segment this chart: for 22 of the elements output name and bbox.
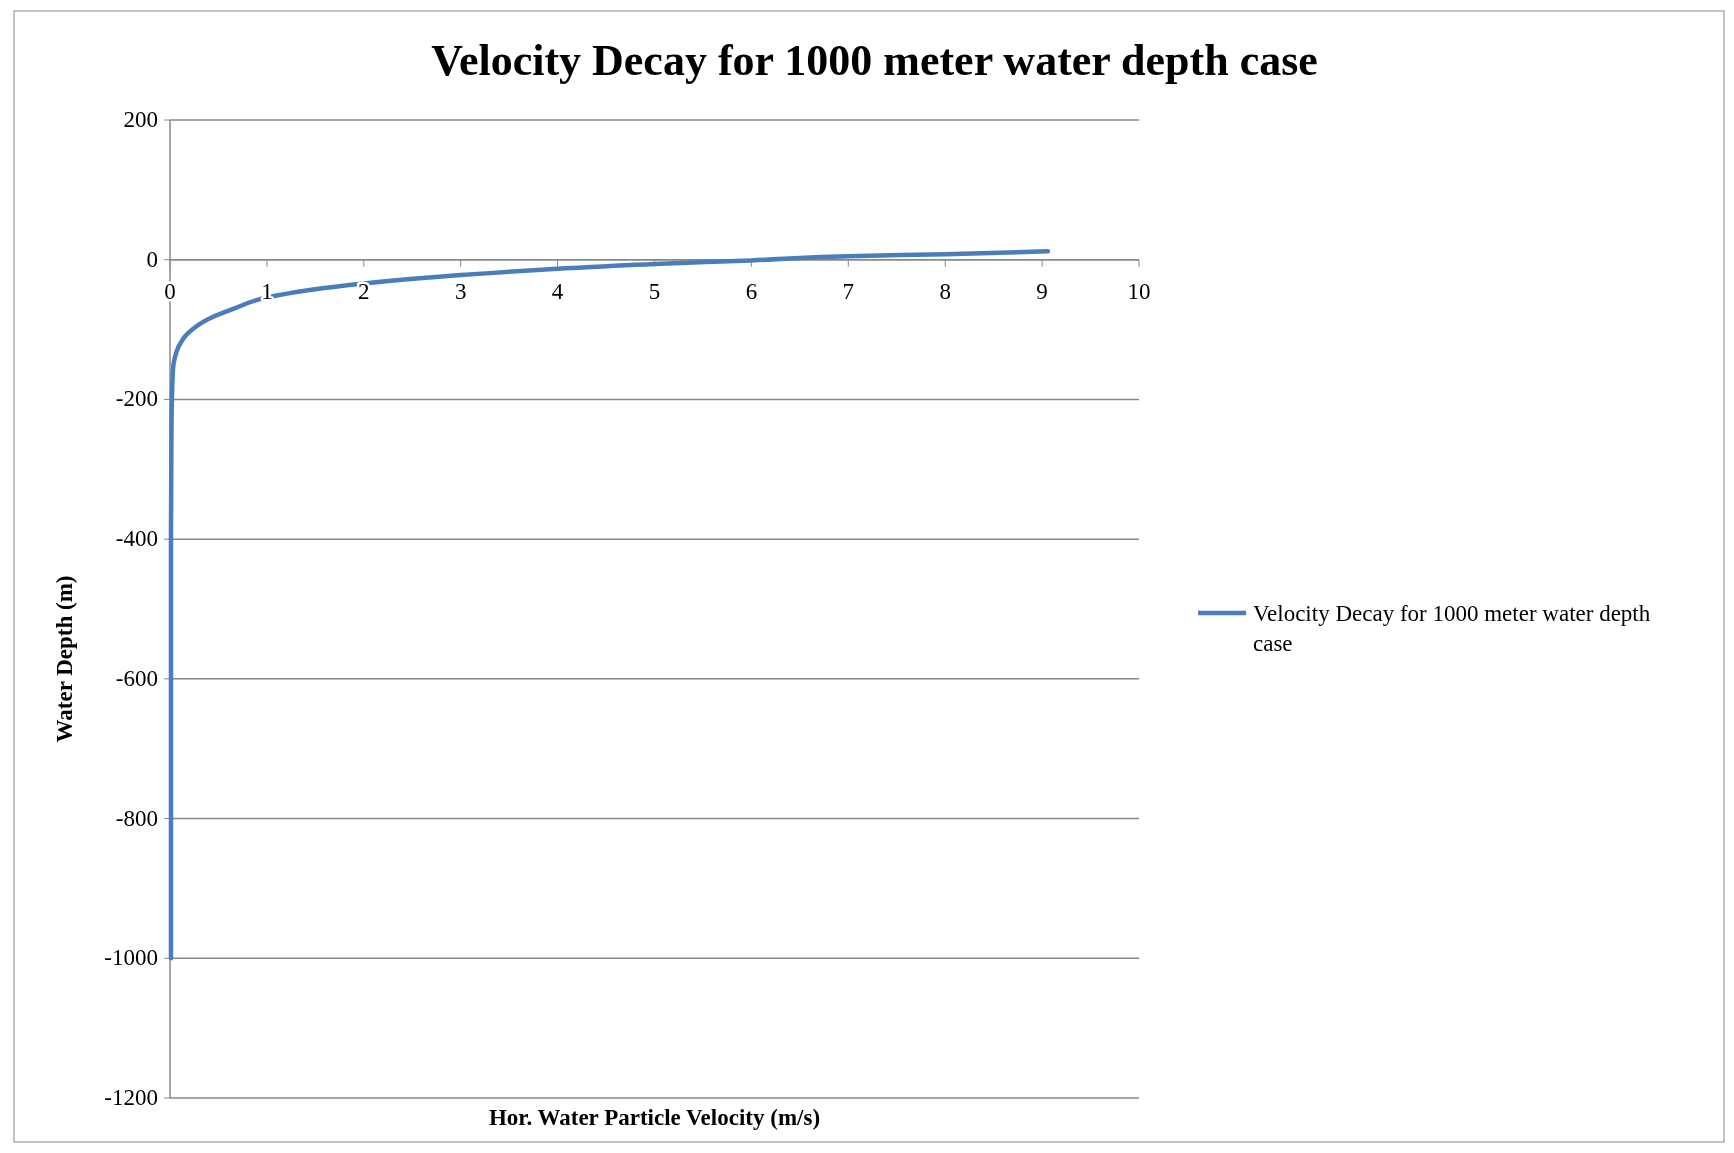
x-tick-label: 0 xyxy=(164,278,176,304)
x-tick-label: 7 xyxy=(842,278,855,304)
y-axis-title: Water Depth (m) xyxy=(52,575,77,743)
x-tick-label: 2 xyxy=(358,278,370,304)
legend-label: Velocity Decay for 1000 meter water depth case xyxy=(1253,601,1651,656)
y-tick-label: 200 xyxy=(123,107,158,132)
x-tick-label: 10 xyxy=(1127,278,1151,304)
y-tick-label: -400 xyxy=(115,526,158,552)
y-tick-label: 0 xyxy=(146,246,158,272)
y-tick-label: -1000 xyxy=(104,945,158,971)
y-tick-label: -200 xyxy=(115,386,158,412)
y-tick-label: -800 xyxy=(115,805,158,831)
y-tick-label: -600 xyxy=(115,665,158,691)
x-tick-label: 6 xyxy=(745,278,758,304)
x-tick-label: 4 xyxy=(551,278,564,304)
x-axis-title: Hor. Water Particle Velocity (m/s) xyxy=(488,1105,821,1130)
x-tick-label: 8 xyxy=(939,278,951,304)
chart-title: Velocity Decay for 1000 meter water depth case xyxy=(431,36,1318,85)
x-tick-label: 5 xyxy=(648,278,661,304)
x-tick-label: 3 xyxy=(454,278,467,304)
y-tick-label: -1200 xyxy=(104,1085,158,1110)
x-tick-label: 9 xyxy=(1036,278,1048,304)
